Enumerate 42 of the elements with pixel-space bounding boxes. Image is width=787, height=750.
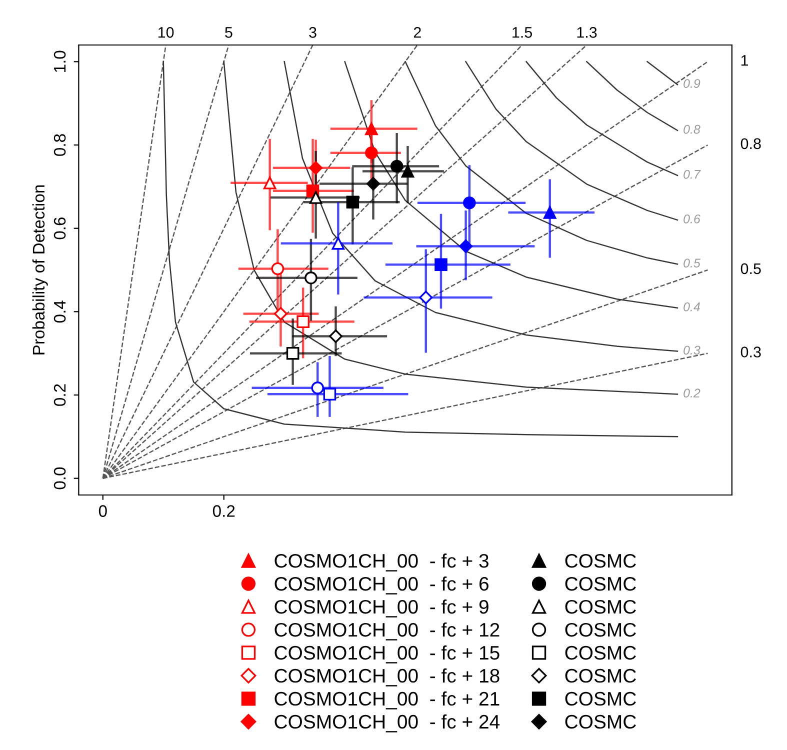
annotation: 0.4 xyxy=(684,302,700,312)
y-axis-title: Probability of Detection xyxy=(32,185,48,354)
legend-label: COSMC xyxy=(565,646,636,660)
annotation: 1 xyxy=(741,55,748,66)
legend-label: COSMO1CH_00 - fc + 21 xyxy=(274,691,500,710)
annotation: 0.5 xyxy=(684,258,700,268)
y-tick-label: 0.0 xyxy=(54,467,66,490)
legend-label: COSMC xyxy=(565,714,636,729)
annotation: 0.5 xyxy=(740,263,761,274)
annotation: 1.3 xyxy=(577,26,597,38)
y-tick-label: 0.4 xyxy=(54,300,66,323)
legend-label: COSMO1CH_00 - fc + 9 xyxy=(274,599,488,618)
y-tick-label: 0.6 xyxy=(54,217,66,240)
annotation: 0.7 xyxy=(684,170,701,179)
legend-label: COSMC xyxy=(565,692,636,706)
annotation: 0.2 xyxy=(684,388,700,398)
annotation: 0.9 xyxy=(684,79,700,88)
legend-label: COSMO1CH_00 - fc + 24 xyxy=(274,714,500,732)
annotation: 3 xyxy=(309,26,316,38)
legend-label: COSMO1CH_00 - fc + 12 xyxy=(274,622,500,640)
annotation: 10 xyxy=(158,26,174,38)
legend-label: COSMC xyxy=(565,600,636,614)
y-tick-label: 0.8 xyxy=(54,134,66,156)
y-tick-label: 1.0 xyxy=(54,50,66,72)
legend-label: COSMC xyxy=(565,576,636,591)
annotation: 0.8 xyxy=(684,124,700,134)
annotation: 0.8 xyxy=(740,138,761,150)
annotation: 5 xyxy=(225,27,232,38)
annotation: 0.6 xyxy=(684,214,700,224)
annotation: 0.3 xyxy=(740,346,761,358)
annotation: 1.5 xyxy=(512,27,532,38)
annotation: 2 xyxy=(414,26,421,38)
legend-label: COSMO1CH_00 - fc + 18 xyxy=(274,668,500,686)
legend-label: COSMC xyxy=(565,554,636,568)
y-tick-label: 0.2 xyxy=(54,384,66,406)
legend-label: COSMC xyxy=(565,668,636,683)
legend-label: COSMO1CH_00 - fc + 6 xyxy=(274,576,488,594)
legend-label: COSMO1CH_00 - fc + 3 xyxy=(274,553,488,572)
annotation: 0.3 xyxy=(684,346,700,355)
x-tick-label: 0 xyxy=(98,505,107,517)
legend-label: COSMC xyxy=(565,622,636,637)
legend-label: COSMO1CH_00 - fc + 15 xyxy=(274,645,500,664)
